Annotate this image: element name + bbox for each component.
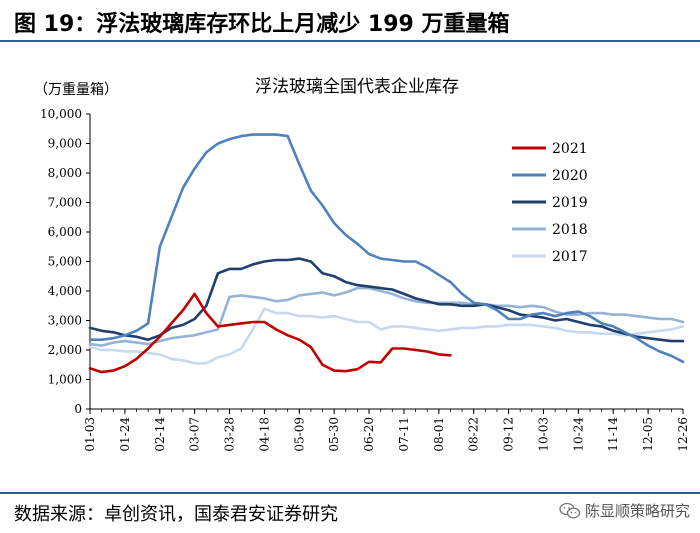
legend-label-2020: 2020 <box>552 168 588 184</box>
series-line-2019 <box>88 257 685 343</box>
y-tick-label: 4,000 <box>48 284 82 298</box>
y-tick-label: 5,000 <box>48 255 82 269</box>
x-tick-label: 05-09 <box>292 417 306 452</box>
x-tick-label: 05-30 <box>327 417 341 452</box>
x-tick-label: 01-03 <box>83 417 97 452</box>
y-tick-label: 2,000 <box>48 343 82 357</box>
y-tick-label: 7,000 <box>48 196 82 210</box>
source-divider <box>0 492 700 494</box>
figure-title: 图 19：浮法玻璃库存环比上月减少 199 万重量箱 <box>14 12 510 37</box>
watermark-label: 陈显顺策略研究 <box>584 502 690 520</box>
series-line-2021 <box>88 292 452 374</box>
x-tick-label: 01-24 <box>118 417 132 452</box>
x-tick-label: 03-28 <box>223 417 237 452</box>
x-tick-label: 12-05 <box>641 417 655 452</box>
chart-title: 浮法玻璃全国代表企业库存 <box>255 77 459 97</box>
x-tick-label: 03-07 <box>188 417 202 452</box>
y-axis-unit: （万重量箱） <box>34 82 118 98</box>
legend-label-2018: 2018 <box>552 222 588 238</box>
legend-label-2017: 2017 <box>552 249 588 265</box>
x-tick-label: 09-12 <box>502 417 516 452</box>
x-tick-label: 10-03 <box>536 417 550 452</box>
y-tick-label: 3,000 <box>48 314 82 328</box>
y-tick-label: 0 <box>74 402 82 416</box>
inventory-line-chart: （万重量箱） 浮法玻璃全国代表企业库存 0 1,000 2,000 3,000 4,00… <box>34 77 690 452</box>
x-tick-label: 04-18 <box>257 417 271 452</box>
y-tick-label: 10,000 <box>40 107 82 121</box>
y-tick-label: 1,000 <box>48 373 82 387</box>
legend-label-2021: 2021 <box>552 141 588 157</box>
x-tick-label: 08-22 <box>467 417 481 452</box>
x-tick-label: 06-20 <box>362 417 376 452</box>
watermark: 陈显顺策略研究 <box>559 500 690 521</box>
legend: 2021 2020 2019 2018 2017 <box>512 141 588 265</box>
y-tick-label: 8,000 <box>48 166 82 180</box>
series-line-2017 <box>88 307 685 365</box>
y-tick-label: 6,000 <box>48 225 82 239</box>
title-divider <box>0 40 700 42</box>
source-note: 数据来源：卓创资讯，国泰君安证券研究 <box>14 504 338 525</box>
legend-label-2019: 2019 <box>552 195 588 211</box>
y-tick-label: 9,000 <box>48 137 82 151</box>
axes: 0 1,000 2,000 3,000 4,000 5,000 6,000 7,000 8,00… <box>40 107 690 452</box>
series-line-2018 <box>88 286 685 347</box>
x-tick-label: 10-24 <box>571 417 585 452</box>
x-tick-label: 12-26 <box>676 417 690 452</box>
x-tick-label: 07-11 <box>397 417 411 452</box>
series-line-2020 <box>88 133 685 364</box>
series-layer <box>88 133 685 374</box>
wechat-icon <box>559 502 581 518</box>
x-tick-label: 08-01 <box>432 417 446 452</box>
x-tick-label: 11-14 <box>606 417 620 452</box>
x-tick-label: 02-14 <box>153 417 167 452</box>
